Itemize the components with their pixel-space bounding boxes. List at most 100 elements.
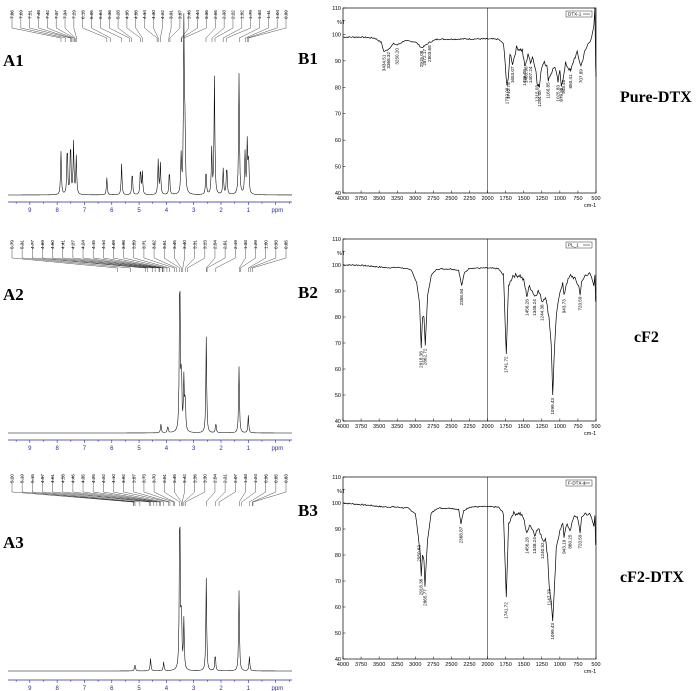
nmr-axis-tick-label: 4 — [165, 208, 169, 214]
ftir-x-tick-label: 2250 — [463, 662, 475, 668]
ftir-peak-label: 2915.08 — [419, 50, 424, 67]
nmr-shift-leader — [47, 12, 74, 42]
ftir-x-tick-label: 1500 — [518, 424, 530, 430]
nmr-shift-leader — [113, 242, 165, 272]
ftir-peak-label: 860.25 — [567, 534, 572, 548]
nmr-shift-leader — [182, 476, 185, 506]
ftir-x-tick-label: 4000 — [337, 662, 349, 668]
nmr-axis-tick-label: 2 — [219, 446, 223, 452]
ftir-peak-label: 2368.87 — [458, 526, 463, 543]
nmr-shift-leader — [21, 476, 135, 506]
nmr-axis-tick-label: 3 — [192, 208, 196, 214]
ftir-x-tick-label: 4000 — [337, 196, 349, 202]
nmr-axis-tick-label: 8 — [55, 446, 59, 452]
ftir-y-tick-label: 100 — [332, 32, 341, 38]
ftir-peak-label: 1025.83 — [555, 85, 560, 102]
ftir-x-tick-label: 2750 — [427, 662, 439, 668]
nmr-axis-tick-label: 6 — [110, 686, 114, 691]
ftir-peak-label: 1741.72 — [504, 602, 509, 619]
ftir-x-tick-label: 3000 — [409, 662, 421, 668]
ftir-y-axis-label: %T — [337, 251, 346, 257]
nmr-shift-leader — [11, 12, 62, 42]
nmr-shift-leader — [183, 12, 207, 42]
ftir-peak-label: 1284.05 — [537, 90, 542, 107]
nmr-shift-leader — [52, 476, 150, 506]
ftir-trace — [342, 264, 597, 396]
nmr-shift-leader — [218, 476, 236, 506]
ftir-peak-label: 1456.28 — [524, 299, 529, 316]
nmr-shift-leader — [187, 242, 205, 272]
nmr-shift-leader — [180, 12, 189, 42]
nmr-shift-leader — [82, 476, 158, 506]
ftir-peak-label: 2918.36 — [419, 578, 424, 595]
ftir-y-tick-label: 40 — [335, 191, 341, 197]
nmr-shift-leader — [206, 242, 226, 272]
ftir-y-tick-label: 90 — [335, 527, 341, 533]
ftir-y-tick-label: 80 — [335, 553, 341, 559]
ftir-peak-label: 1348.24 — [532, 299, 537, 316]
nmr-shift-leader — [20, 12, 66, 42]
ftir-peak-label: 1348.24 — [532, 537, 537, 554]
ftir-peak-label: 979.98 — [559, 87, 564, 101]
ftir-spectrum-b3: 40 50 60 70 80 90 100 110 %T 4000 3750 3500 3250 3000… — [332, 475, 601, 675]
ftir-y-tick-label: 100 — [332, 263, 341, 269]
nmr-shift-leader — [93, 476, 160, 506]
ftir-y-tick-label: 80 — [335, 85, 341, 91]
nmr-shift-leader — [73, 12, 77, 42]
ftir-x-tick-label: 1250 — [536, 662, 548, 668]
nmr-shift-leader — [239, 476, 246, 506]
nmr-shift-leader — [164, 476, 180, 506]
sample-name-pure-dtx: Pure-DTX — [620, 89, 692, 106]
ftir-x-tick-label: 750 — [573, 196, 582, 202]
ftir-x-tick-label: 2750 — [427, 424, 439, 430]
nmr-shift-leader — [117, 12, 132, 42]
nmr-shift-leader — [123, 476, 169, 506]
nmr-shift-leader — [164, 242, 180, 272]
nmr-shift-leader — [32, 476, 136, 506]
ftir-x-tick-label: 2500 — [445, 196, 457, 202]
nmr-shift-leader — [248, 242, 266, 272]
ftir-peak-label: 2950.63 — [416, 545, 421, 562]
nmr-axis-tick-label: 8 — [55, 686, 59, 691]
ftir-peak-label: 2865.77 — [422, 589, 427, 606]
nmr-shift-leader — [241, 476, 256, 506]
ftir-x-tick-label: 3750 — [355, 424, 367, 430]
nmr-shift-leader — [38, 12, 72, 42]
ftir-peak-label: 3434.51 — [381, 54, 386, 71]
nmr-shift-leader — [239, 242, 246, 272]
nmr-shift-leader — [103, 242, 163, 272]
nmr-shift-leader — [252, 476, 277, 506]
ftir-y-tick-label: 70 — [335, 112, 341, 118]
ftir-spectrum-b1: 40 50 60 70 80 90 100 110 %T 4000 3750 3500 3250 3000… — [332, 6, 601, 209]
ftir-y-tick-label: 60 — [335, 367, 341, 373]
ftir-peak-label: 2803.68 — [427, 45, 432, 62]
nmr-axis-unit: ppm — [272, 208, 284, 214]
panel-label-a1: A1 — [3, 51, 24, 70]
ftir-peak-label: 3368.32 — [386, 52, 391, 69]
ftir-y-tick-label: 40 — [335, 419, 341, 425]
nmr-shift-leader — [133, 476, 171, 506]
ftir-x-tick-label: 1750 — [500, 424, 512, 430]
nmr-shift-leader — [215, 242, 236, 272]
nmr-shift-leader — [250, 242, 277, 272]
ftir-peak-label: 2358.94 — [459, 288, 464, 305]
ftir-y-tick-label: 40 — [335, 657, 341, 663]
ftir-x-tick-label: 3500 — [373, 424, 385, 430]
nmr-shift-leader — [247, 12, 278, 42]
nmr-shift-leader — [211, 12, 225, 42]
sample-name-cf2: cF2 — [634, 329, 659, 346]
ftir-peak-label: 1099.43 — [550, 623, 555, 640]
nmr-shift-leader — [185, 476, 205, 506]
nmr-axis-tick-label: 4 — [165, 446, 169, 452]
nmr-shift-leader — [185, 242, 195, 272]
ftir-trace — [342, 502, 597, 622]
nmr-axis-tick-label: 7 — [83, 686, 87, 691]
nmr-trace — [8, 13, 292, 196]
nmr-shift-leader — [56, 12, 75, 42]
nmr-shift-leader — [32, 242, 146, 272]
nmr-shift-leader — [126, 12, 141, 42]
ftir-peak-label: 1099.43 — [550, 398, 555, 415]
nmr-axis-tick-label: 6 — [110, 446, 114, 452]
ftir-y-axis-label: %T — [337, 20, 346, 26]
